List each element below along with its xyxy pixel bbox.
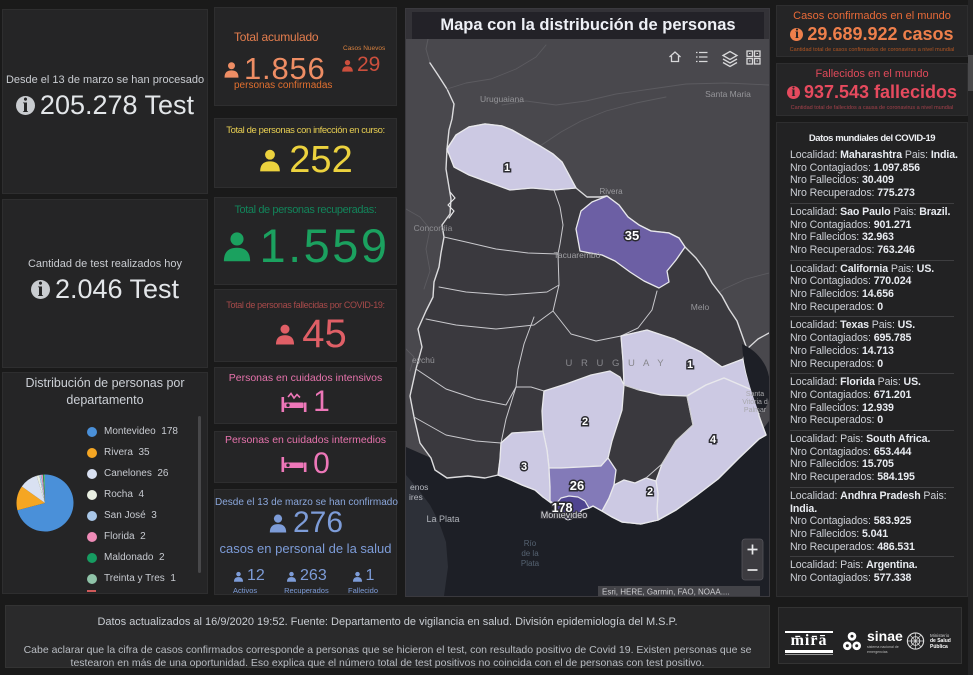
svg-text:1: 1: [687, 359, 693, 371]
svg-text:U R U G U A Y: U R U G U A Y: [565, 358, 666, 369]
svg-text:Río: Río: [524, 539, 537, 548]
svg-text:35: 35: [625, 228, 639, 243]
svg-text:Rivera: Rivera: [599, 187, 623, 196]
svg-text:2: 2: [647, 486, 653, 498]
svg-text:Melo: Melo: [691, 302, 710, 312]
svg-text:eychú: eychú: [412, 355, 435, 365]
svg-text:Esri, HERE, Garmin, FAO, NOAA.: Esri, HERE, Garmin, FAO, NOAA....: [602, 588, 730, 597]
svg-text:La Plata: La Plata: [426, 514, 459, 524]
svg-text:enos: enos: [410, 482, 428, 492]
svg-text:4: 4: [710, 434, 717, 446]
svg-text:3: 3: [521, 461, 527, 473]
svg-text:Concordia: Concordia: [414, 223, 453, 233]
svg-text:2: 2: [582, 416, 588, 428]
svg-text:1: 1: [504, 162, 510, 174]
svg-text:Palmar: Palmar: [744, 407, 767, 414]
svg-text:Montevideo: Montevideo: [541, 510, 588, 520]
svg-text:ires: ires: [409, 492, 423, 502]
svg-text:Santa: Santa: [746, 391, 764, 398]
svg-text:26: 26: [570, 478, 584, 493]
svg-text:Tacuarembó: Tacuarembó: [554, 250, 601, 260]
svg-text:Santa Maria: Santa Maria: [705, 89, 751, 99]
svg-text:Plata: Plata: [521, 559, 540, 568]
svg-text:Vitória d: Vitória d: [742, 399, 768, 406]
svg-text:de la: de la: [521, 549, 539, 558]
svg-text:Uruguaiana: Uruguaiana: [480, 94, 524, 104]
svg-text:178: 178: [552, 501, 573, 515]
